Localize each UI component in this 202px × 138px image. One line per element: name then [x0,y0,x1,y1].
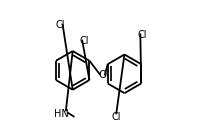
Text: HN: HN [54,109,69,119]
Text: Cl: Cl [79,36,88,46]
Text: O: O [98,70,106,80]
Text: Cl: Cl [112,112,121,122]
Text: Cl: Cl [138,30,147,39]
Text: Cl: Cl [56,20,65,30]
